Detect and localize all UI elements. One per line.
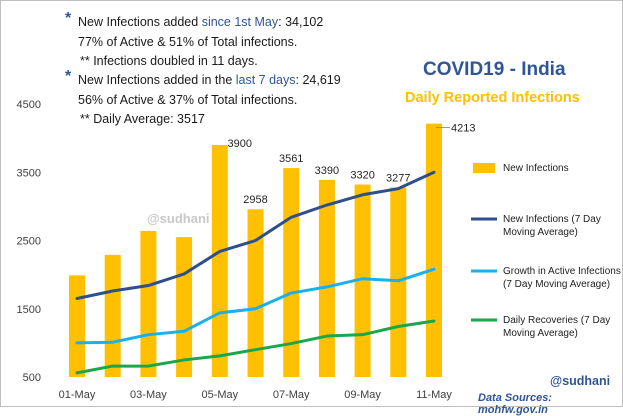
legend-label-bars: New Infections (503, 163, 569, 174)
chart-plot: 500 1500 2500 3500 4500 3900 2958 3561 3390 3320 3… (17, 99, 497, 401)
bar-11-May (426, 123, 442, 377)
data-source: Data Sources: mohfw.gov.in (478, 392, 552, 416)
x-tick-label: 05-May (201, 389, 238, 401)
data-label-05-May: 3900 (228, 138, 252, 150)
chart-title: COVID19 - India (423, 59, 566, 80)
bar-04-May (176, 237, 193, 377)
note2-line1-prefix: New Infections added in the (78, 73, 236, 87)
x-tick-label: 01-May (59, 389, 96, 401)
note2-line3: ** Daily Average: 3517 (80, 112, 205, 126)
watermark: @sudhani (147, 211, 210, 226)
note1-line1-prefix: New Infections added (78, 15, 202, 29)
bullet-star-2: * (65, 68, 72, 85)
legend-marker-bars (473, 163, 495, 173)
line-recoveries-ma (75, 319, 436, 375)
note1-line1: New Infections added since 1st May: 34,1… (78, 15, 323, 29)
y-tick-label: 500 (23, 372, 41, 384)
note1-line1-highlight: since 1st May (201, 15, 279, 29)
signature: @sudhani (550, 374, 611, 388)
legend-label-new-ma: New Infections (7 Day Moving Average) (503, 214, 601, 238)
chart-subtitle: Daily Reported Infections (405, 90, 580, 106)
legend-label-active-ma: Growth in Active Infections (7 Day Movin… (503, 266, 621, 290)
y-tick-label: 3500 (17, 167, 41, 179)
bar-06-May (247, 209, 264, 377)
bar-09-May (354, 184, 371, 377)
x-tick-label: 03-May (130, 389, 167, 401)
note1-line3: ** Infections doubled in 11 days. (80, 54, 258, 68)
x-tick-label: 11-May (416, 389, 452, 401)
note1-line1-suffix: : 34,102 (278, 15, 324, 29)
note2-line1: New Infections added in the last 7 days:… (78, 73, 341, 87)
note2-line1-highlight: last 7 days (235, 73, 296, 87)
data-label-09-May: 3320 (350, 170, 374, 182)
data-label-06-May: 2958 (243, 194, 267, 206)
bar-05-May (211, 144, 228, 377)
x-tick-label: 07-May (273, 389, 310, 401)
bar-01-May (69, 275, 85, 377)
legend-label-recov-ma: Daily Recoveries (7 Day Moving Average) (503, 315, 611, 339)
data-label-11-May: 4213 (451, 123, 475, 135)
data-label-07-May: 3561 (279, 153, 303, 165)
bullet-star-1: * (65, 10, 72, 27)
y-tick-label: 2500 (17, 236, 41, 248)
bar-08-May (318, 179, 335, 377)
data-label-08-May: 3390 (315, 165, 339, 177)
bar-03-May (140, 230, 157, 377)
line-new-infections-ma (75, 170, 436, 301)
note2-line1-suffix: : 24,619 (295, 73, 341, 87)
line-active-growth-ma (75, 267, 436, 345)
note2-line2: 56% of Active & 37% of Total infections. (78, 93, 298, 107)
data-label-10-May: 3277 (386, 172, 410, 184)
x-tick-label: 09-May (344, 389, 381, 401)
note1-line2: 77% of Active & 51% of Total infections. (78, 35, 298, 49)
y-tick-label: 1500 (17, 304, 41, 316)
y-tick-label: 4500 (17, 99, 41, 111)
bar-02-May (104, 254, 121, 377)
